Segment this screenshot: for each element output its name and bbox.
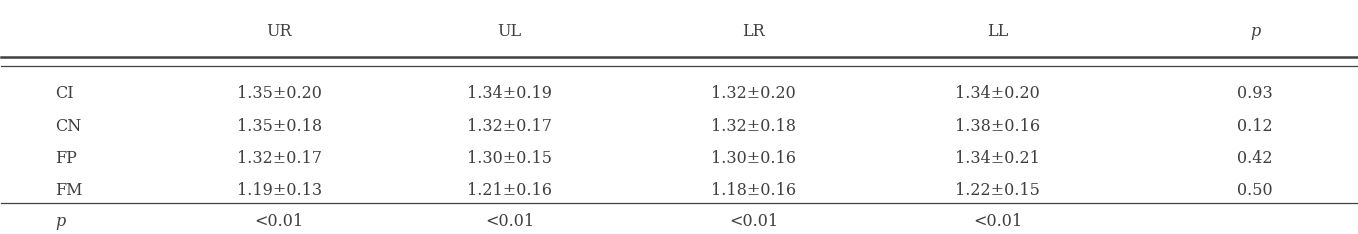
Text: UR: UR — [266, 23, 292, 40]
Text: CI: CI — [56, 85, 75, 102]
Text: FM: FM — [56, 183, 83, 200]
Text: 1.30±0.16: 1.30±0.16 — [712, 150, 796, 167]
Text: <0.01: <0.01 — [729, 212, 778, 230]
Text: 0.12: 0.12 — [1237, 118, 1272, 135]
Text: 1.34±0.19: 1.34±0.19 — [467, 85, 553, 102]
Text: 1.22±0.15: 1.22±0.15 — [955, 183, 1040, 200]
Text: 1.18±0.16: 1.18±0.16 — [712, 183, 796, 200]
Text: <0.01: <0.01 — [972, 212, 1023, 230]
Text: 1.30±0.15: 1.30±0.15 — [467, 150, 553, 167]
Text: FP: FP — [56, 150, 77, 167]
Text: <0.01: <0.01 — [255, 212, 304, 230]
Text: LR: LR — [743, 23, 765, 40]
Text: 1.32±0.17: 1.32±0.17 — [467, 118, 553, 135]
Text: 0.42: 0.42 — [1237, 150, 1272, 167]
Text: UL: UL — [497, 23, 521, 40]
Text: 1.19±0.13: 1.19±0.13 — [236, 183, 322, 200]
Text: 1.35±0.20: 1.35±0.20 — [236, 85, 322, 102]
Text: 1.21±0.16: 1.21±0.16 — [467, 183, 553, 200]
Text: p: p — [56, 212, 65, 230]
Text: 1.32±0.18: 1.32±0.18 — [712, 118, 796, 135]
Text: 1.38±0.16: 1.38±0.16 — [955, 118, 1040, 135]
Text: 1.34±0.21: 1.34±0.21 — [955, 150, 1040, 167]
Text: CN: CN — [56, 118, 81, 135]
Text: 0.50: 0.50 — [1237, 183, 1272, 200]
Text: 1.32±0.17: 1.32±0.17 — [236, 150, 322, 167]
Text: 1.35±0.18: 1.35±0.18 — [236, 118, 322, 135]
Text: p: p — [1249, 23, 1260, 40]
Text: 1.32±0.20: 1.32±0.20 — [712, 85, 796, 102]
Text: 0.93: 0.93 — [1237, 85, 1272, 102]
Text: 1.34±0.20: 1.34±0.20 — [955, 85, 1040, 102]
Text: <0.01: <0.01 — [485, 212, 534, 230]
Text: LL: LL — [987, 23, 1008, 40]
